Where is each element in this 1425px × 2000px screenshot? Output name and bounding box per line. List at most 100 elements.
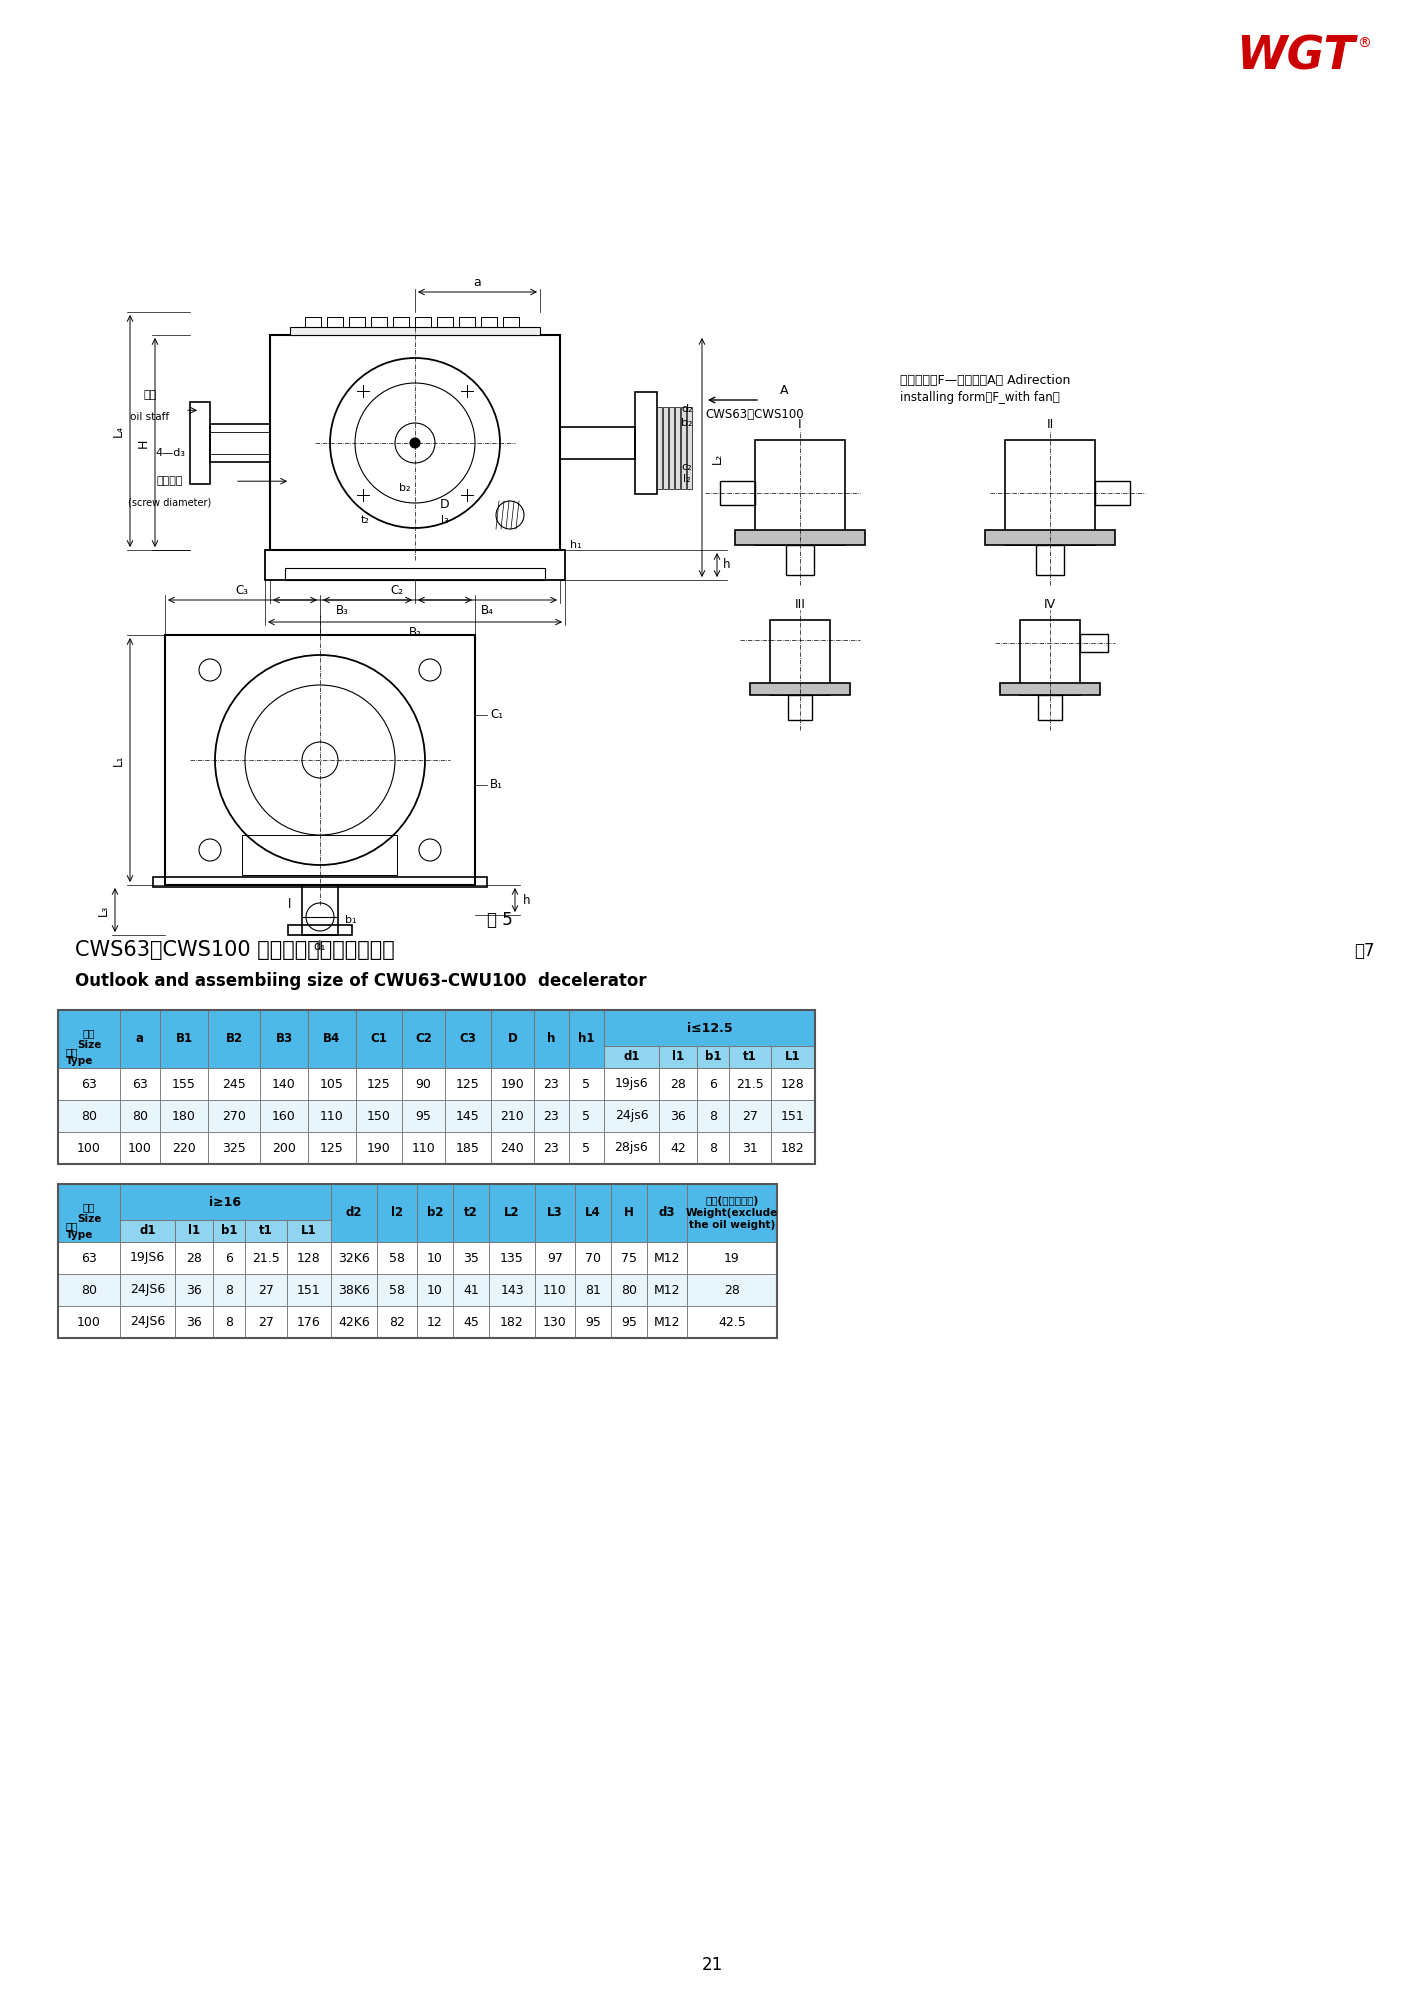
Text: 63: 63 — [81, 1078, 97, 1090]
Text: 80: 80 — [133, 1110, 148, 1122]
Bar — [208, 1010, 259, 1068]
Bar — [489, 1242, 534, 1274]
Bar — [534, 1274, 576, 1306]
Bar — [453, 1184, 489, 1242]
Bar — [534, 1306, 576, 1338]
Bar — [534, 1068, 569, 1100]
Bar — [356, 1068, 402, 1100]
Text: 型号: 型号 — [66, 1220, 78, 1230]
Text: l1: l1 — [188, 1224, 200, 1238]
Bar — [647, 1274, 687, 1306]
Bar — [58, 1242, 120, 1274]
Text: 135: 135 — [500, 1252, 524, 1264]
Bar — [291, 326, 540, 334]
Text: b₂: b₂ — [399, 482, 410, 492]
Text: t1: t1 — [742, 1050, 757, 1064]
Text: 8: 8 — [225, 1284, 234, 1296]
Bar — [534, 1242, 576, 1274]
Bar — [378, 1306, 418, 1338]
Bar — [58, 1100, 120, 1132]
Text: 8: 8 — [710, 1110, 717, 1122]
Text: 128: 128 — [781, 1078, 805, 1090]
Text: 35: 35 — [463, 1252, 479, 1264]
Bar — [604, 1068, 658, 1100]
Text: 95: 95 — [586, 1316, 601, 1328]
Bar — [771, 1046, 815, 1068]
Text: 182: 182 — [500, 1316, 524, 1328]
Bar — [58, 1242, 120, 1274]
Text: 42.5: 42.5 — [718, 1316, 745, 1328]
Text: 270: 270 — [222, 1110, 247, 1122]
Text: d₁: d₁ — [314, 940, 326, 954]
Text: 80: 80 — [81, 1110, 97, 1122]
Bar — [356, 1132, 402, 1164]
Text: D: D — [507, 1032, 517, 1046]
Bar — [489, 1274, 534, 1306]
Text: d3: d3 — [658, 1206, 675, 1220]
Text: 185: 185 — [456, 1142, 480, 1154]
Bar — [569, 1132, 604, 1164]
Bar — [534, 1010, 569, 1068]
Bar — [445, 1100, 492, 1132]
Text: 110: 110 — [412, 1142, 436, 1154]
Bar — [1036, 544, 1064, 576]
Text: 23: 23 — [543, 1110, 560, 1122]
Bar — [985, 530, 1114, 544]
Bar — [418, 1306, 453, 1338]
Bar — [418, 1184, 453, 1242]
Text: C₁: C₁ — [490, 708, 503, 722]
Bar — [604, 1132, 658, 1164]
Text: 23: 23 — [543, 1142, 560, 1154]
Bar — [611, 1306, 647, 1338]
Bar — [58, 1184, 120, 1242]
Bar — [647, 1306, 687, 1338]
Bar — [175, 1220, 212, 1242]
Bar — [378, 1242, 418, 1274]
Text: L1: L1 — [301, 1224, 316, 1238]
Bar — [120, 1274, 175, 1306]
Text: 41: 41 — [463, 1284, 479, 1296]
Bar — [286, 1274, 331, 1306]
Bar — [58, 1068, 120, 1100]
Bar — [190, 402, 209, 484]
Bar — [534, 1132, 569, 1164]
Bar — [160, 1010, 208, 1068]
Text: 45: 45 — [463, 1316, 479, 1328]
Bar — [58, 1132, 120, 1164]
Text: 200: 200 — [272, 1142, 296, 1154]
Bar — [453, 1274, 489, 1306]
Bar — [58, 1184, 120, 1242]
Text: h: h — [547, 1032, 556, 1046]
Bar — [771, 1132, 815, 1164]
Bar — [212, 1306, 245, 1338]
Text: 176: 176 — [298, 1316, 321, 1328]
Bar — [208, 1100, 259, 1132]
Bar — [331, 1274, 378, 1306]
Text: 325: 325 — [222, 1142, 247, 1154]
Text: C₃: C₃ — [235, 584, 248, 596]
Text: 38K6: 38K6 — [338, 1284, 370, 1296]
Bar — [378, 1274, 418, 1306]
Bar — [120, 1306, 175, 1338]
Bar — [697, 1046, 730, 1068]
Bar — [331, 1306, 378, 1338]
Bar — [378, 1184, 418, 1242]
Bar — [286, 1242, 331, 1274]
Bar — [402, 1100, 445, 1132]
Text: CWS63～CWS100: CWS63～CWS100 — [705, 408, 804, 422]
Bar — [720, 480, 755, 504]
Text: A: A — [779, 384, 788, 396]
Bar — [687, 1184, 777, 1242]
Text: 28: 28 — [187, 1252, 202, 1264]
Text: b₂: b₂ — [681, 418, 693, 428]
Bar — [687, 1306, 777, 1338]
Bar — [175, 1274, 212, 1306]
Text: 27: 27 — [258, 1284, 274, 1296]
Text: M12: M12 — [654, 1284, 680, 1296]
Bar — [326, 316, 343, 334]
Text: 油标: 油标 — [144, 390, 157, 400]
Bar — [534, 1010, 569, 1068]
Text: 245: 245 — [222, 1078, 247, 1090]
Bar — [331, 1184, 378, 1242]
Bar — [492, 1010, 534, 1068]
